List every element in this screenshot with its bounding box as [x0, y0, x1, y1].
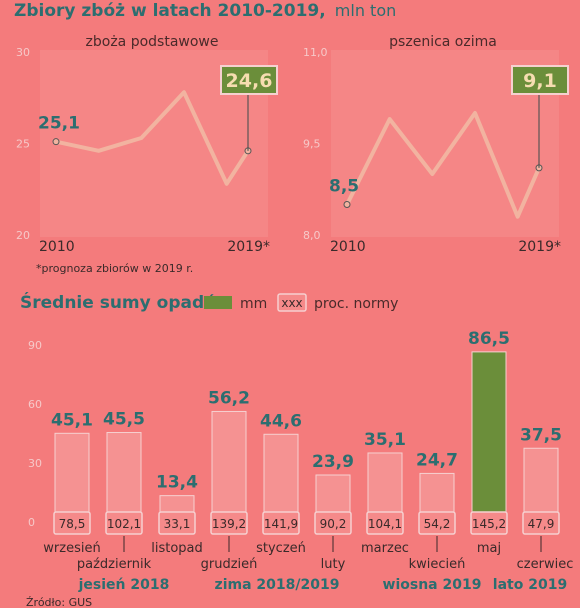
bar-wrzesień: [54, 432, 90, 523]
norm-box: [314, 511, 352, 535]
bar-value-label: 24,7: [416, 450, 458, 470]
norm-label: 90,2: [320, 517, 347, 531]
month-label-czerwiec: czerwiec: [517, 557, 574, 572]
month-label-luty: luty: [321, 557, 346, 572]
month-label-grudzień: grudzień: [201, 557, 258, 572]
cereals-end-label: 24,6: [226, 70, 273, 92]
wheat-start-point: [343, 201, 351, 208]
norm-box: [262, 511, 300, 535]
bar-maj: [471, 351, 507, 523]
bar-chart-title: Średnie sumy opadów: [20, 291, 232, 313]
month-label-styczeń: styczeń: [256, 541, 306, 556]
main-title-unit: mln ton: [335, 1, 396, 20]
cereals-end-badge: [220, 65, 278, 95]
bar-value-label: 35,1: [364, 430, 406, 450]
bar-chart-precipitation: Średnie sumy opadów mm xxx proc. normy 0 30 60…: [20, 291, 573, 593]
legend-mm-label: mm: [240, 296, 267, 312]
cereals-xtick-end: 2019*: [227, 239, 270, 255]
norm-box: [53, 511, 91, 535]
wheat-xtick-start: 2010: [330, 239, 366, 255]
month-label-listopad: listopad: [151, 541, 203, 556]
legend-xxx-box: [277, 293, 307, 312]
cereals-ytick: 20: [16, 229, 30, 242]
cereals-start-point: [52, 138, 60, 146]
bar-value-label: 45,5: [103, 410, 145, 430]
line-chart-wheat: pszenica ozima 8,0 9,5 11,0 8,5 9,1 2010 2019*: [303, 34, 569, 255]
bar-grudzień: [211, 410, 247, 523]
bar-marzec: [367, 452, 403, 523]
norm-label: 139,2: [212, 517, 246, 531]
bar-value-label: 37,5: [520, 425, 562, 445]
wheat-start-label: 8,5: [329, 177, 359, 197]
wheat-end-badge: [511, 65, 569, 95]
norm-box: [210, 511, 248, 535]
bar-value-label: 44,6: [260, 411, 302, 431]
month-label-marzec: marzec: [361, 541, 409, 556]
norm-box: [105, 511, 143, 535]
bar-value-label: 13,4: [156, 473, 198, 493]
cereals-ytick: 25: [16, 138, 30, 151]
legend-norm-label: proc. normy: [314, 296, 398, 312]
bar-ytick: 60: [28, 398, 42, 411]
cereals-xtick-start: 2010: [39, 239, 75, 255]
bar-styczeń: [263, 433, 299, 523]
wheat-end-label: 9,1: [523, 70, 557, 92]
season-label: wiosna 2019: [383, 577, 482, 593]
norm-label: 141,9: [264, 517, 298, 531]
norm-box: [522, 511, 560, 535]
main-title: Zbiory zbóż w latach 2010-2019, mln ton: [14, 1, 396, 21]
bar-value-label: 45,1: [51, 410, 93, 430]
norm-box: [470, 511, 508, 535]
wheat-ytick: 11,0: [303, 46, 328, 59]
month-label-kwiecień: kwiecień: [409, 557, 466, 572]
norm-label: 54,2: [424, 517, 451, 531]
month-label-październik: październik: [77, 557, 152, 572]
wheat-xtick-end: 2019*: [518, 239, 561, 255]
wheat-title: pszenica ozima: [389, 34, 497, 50]
bar-ytick: 0: [28, 516, 35, 529]
main-title-bold: Zbiory zbóż w latach 2010-2019,: [14, 1, 326, 21]
norm-label: 78,5: [59, 517, 86, 531]
legend-xxx-label: xxx: [281, 296, 302, 310]
norm-label: 102,1: [107, 517, 141, 531]
cereals-start-label: 25,1: [38, 114, 80, 134]
norm-box: [158, 511, 196, 535]
norm-box: [366, 511, 404, 535]
bar-value-label: 23,9: [312, 452, 354, 472]
source-note: Źródło: GUS: [26, 596, 92, 608]
bar-ytick: 30: [28, 457, 42, 470]
line-chart-cereals: zboża podstawowe 20 25 30 25,1 24,6 2010 2019*: [16, 34, 278, 255]
bar-czerwiec: [523, 447, 559, 523]
legend-mm-swatch: [204, 296, 232, 309]
footnote: *prognoza zbiorów w 2019 r.: [36, 262, 193, 275]
bar-value-label: 86,5: [468, 329, 510, 349]
season-label: jesień 2018: [78, 577, 170, 593]
cereals-series-line: [55, 90, 250, 186]
season-label: lato 2019: [493, 577, 567, 593]
norm-label: 33,1: [164, 517, 191, 531]
norm-label: 47,9: [528, 517, 555, 531]
norm-box: [418, 511, 456, 535]
bar-ytick: 90: [28, 339, 42, 352]
cereals-ytick: 30: [16, 46, 30, 59]
season-label: zima 2018/2019: [215, 577, 340, 593]
norm-label: 104,1: [368, 517, 402, 531]
cereals-title: zboża podstawowe: [86, 34, 219, 50]
wheat-series-line: [345, 111, 541, 219]
month-label-maj: maj: [477, 541, 501, 556]
wheat-ytick: 9,5: [303, 138, 321, 151]
wheat-ytick: 8,0: [303, 229, 321, 242]
norm-label: 145,2: [472, 517, 506, 531]
bar-value-label: 56,2: [208, 388, 250, 408]
month-label-wrzesień: wrzesień: [43, 541, 100, 556]
bar-październik: [106, 432, 142, 523]
